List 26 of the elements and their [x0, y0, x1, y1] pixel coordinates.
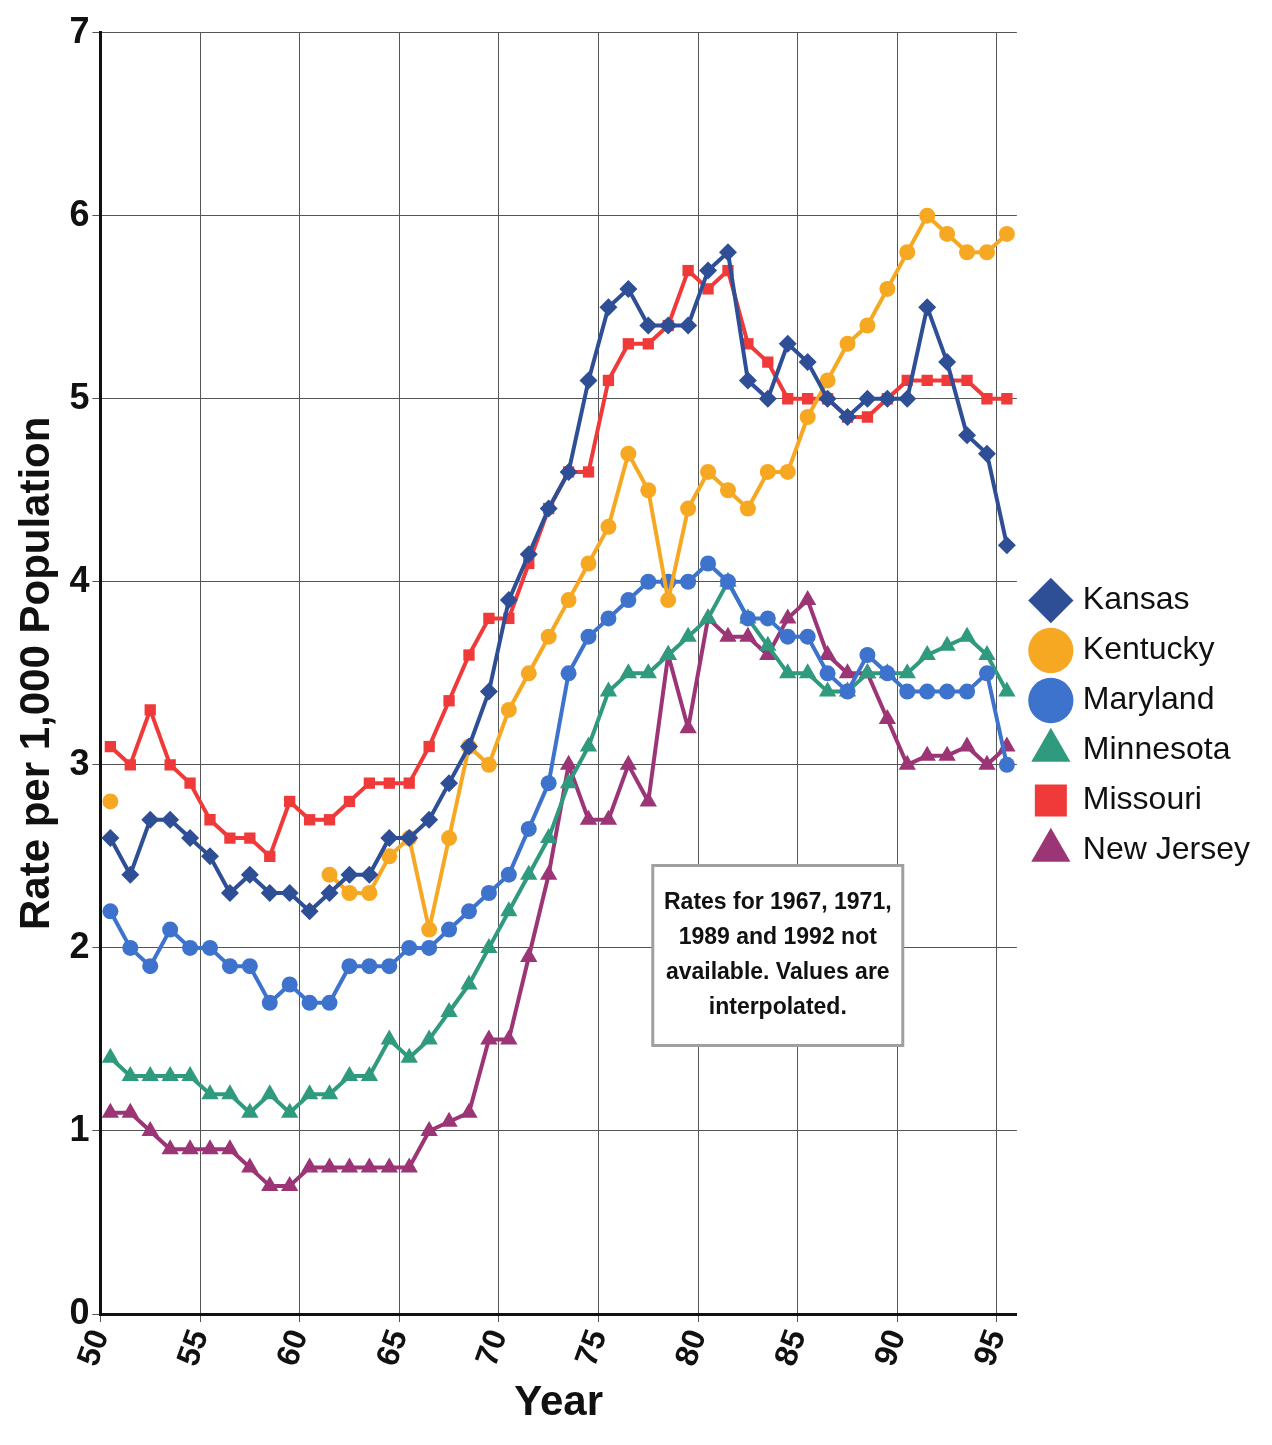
legend-label: Kansas	[1082, 580, 1190, 617]
y-tick-label: 5	[69, 375, 90, 417]
y-tick-label: 7	[69, 9, 90, 51]
x-axis-title: Year	[514, 1377, 604, 1425]
legend-label: Missouri	[1082, 780, 1202, 817]
x-tick-label: 60	[268, 1324, 315, 1371]
x-tick-label: 80	[666, 1324, 713, 1371]
annotation: Rates for 1967, 1971, 1989 and 1992 not available. Values are interpolated.	[663, 888, 892, 1020]
x-tick-label: 70	[467, 1324, 514, 1371]
legend-label: Kentucky	[1082, 630, 1215, 667]
legend-label: Maryland	[1082, 680, 1215, 717]
y-tick-label: 2	[69, 924, 90, 966]
y-tick-label: 3	[69, 741, 90, 783]
y-tick-label: 6	[69, 192, 90, 234]
x-tick-label: 90	[866, 1324, 913, 1371]
x-tick-label: 85	[766, 1324, 813, 1371]
x-tick-label: 95	[965, 1324, 1012, 1371]
y-tick-label: 4	[69, 558, 90, 600]
y-axis-title: Rate per 1,000 Population	[10, 416, 58, 931]
x-tick-label: 65	[368, 1324, 415, 1371]
x-tick-label: 75	[567, 1324, 614, 1371]
y-tick-label: 1	[69, 1107, 90, 1149]
x-tick-label: 50	[69, 1324, 116, 1371]
x-tick-label: 55	[168, 1324, 215, 1371]
legend-label: New Jersey	[1082, 830, 1250, 867]
legend-label: Minnesota	[1082, 730, 1231, 767]
